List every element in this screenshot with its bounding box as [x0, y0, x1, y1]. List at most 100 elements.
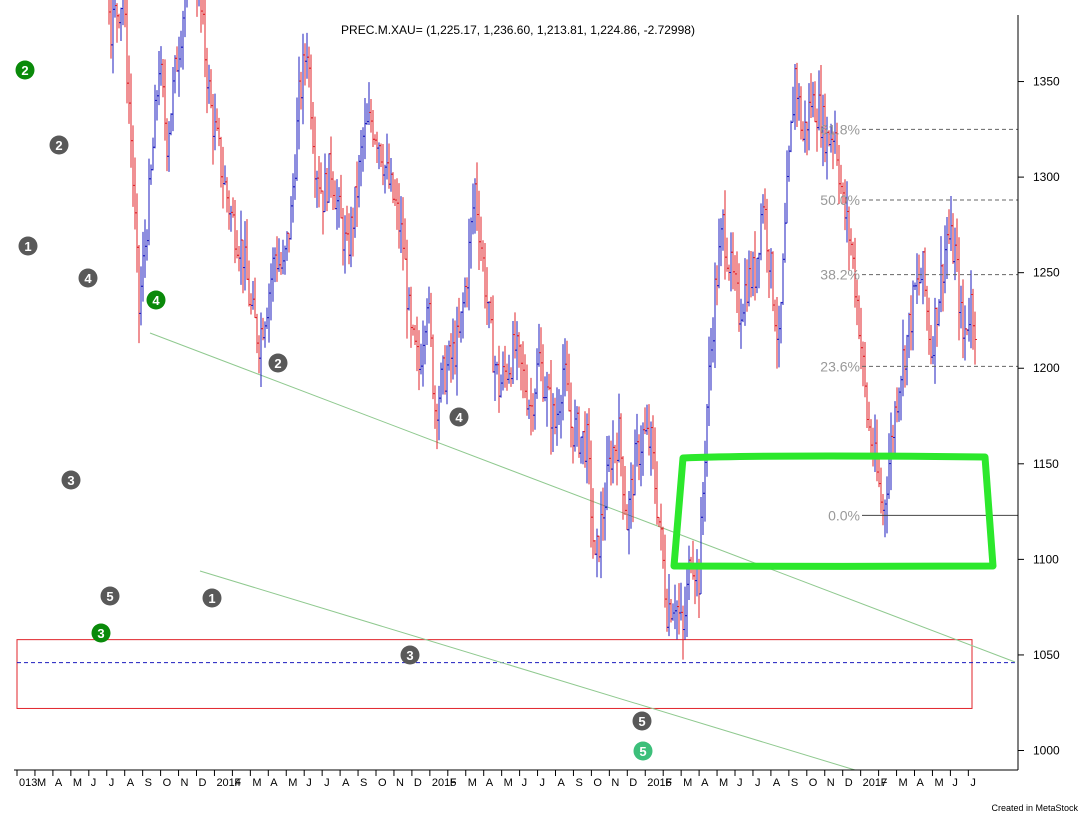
price-tick-label: 1100: [1033, 552, 1059, 566]
price-tick-label: 1300: [1033, 170, 1060, 184]
fibonacci-levels-layer: 161.8%100.0%61.8%50.0%38.2%23.6%0.0%: [820, 121, 1018, 523]
wave-label: 5: [638, 714, 645, 729]
time-tick-label: D: [629, 777, 637, 789]
time-tick-label: D: [414, 777, 422, 789]
wave-label: 4: [455, 410, 463, 425]
chart-title: PREC.M.XAU= (1,225.17, 1,236.60, 1,213.8…: [341, 23, 695, 37]
time-tick-label: S: [575, 777, 582, 789]
price-tick-label: 1200: [1033, 361, 1060, 375]
lower-channel-line: [199, 570, 856, 771]
time-tick-label: N: [827, 777, 835, 789]
time-tick-label: 2016: [647, 777, 671, 789]
time-tick-label: O: [163, 777, 172, 789]
wave-label: 4: [84, 271, 92, 286]
time-tick-label: J: [522, 777, 528, 789]
price-axis-layer: 1000105011001150120012501300135014001450…: [1017, 15, 1060, 770]
wave-label-circle: [49, 135, 69, 155]
upper-channel-line: [149, 332, 1016, 663]
time-tick-label: M: [73, 777, 82, 789]
fib-level-label: 23.6%: [820, 358, 860, 374]
fib-level-label: 38.2%: [820, 267, 860, 283]
wave-label: 5: [106, 589, 113, 604]
time-tick-label: J: [737, 777, 743, 789]
wave-label-circle: [633, 741, 653, 761]
time-tick-label: N: [611, 777, 619, 789]
time-tick-label: J: [91, 777, 97, 789]
time-tick-label: M: [899, 777, 908, 789]
time-tick-label: J: [306, 777, 312, 789]
time-tick-label: S: [791, 777, 798, 789]
price-bars-layer: [108, 0, 977, 660]
time-tick-label: S: [360, 777, 367, 789]
time-tick-label: F: [450, 777, 457, 789]
fib-level-label: 0.0%: [828, 507, 860, 523]
wave-label-circle: [202, 588, 222, 608]
zones-layer: [16, 639, 1018, 709]
footer-credit: Created in MetaStock: [991, 803, 1078, 813]
time-tick-label: 2017: [863, 777, 887, 789]
time-tick-label: A: [55, 777, 63, 789]
time-tick-label: J: [970, 777, 976, 789]
wave-label: 1: [208, 591, 215, 606]
time-tick-label: M: [252, 777, 261, 789]
time-tick-label: D: [845, 777, 853, 789]
wave-labels-layer: 2 2 1 4 3 5 3 4 1 2 3 4 5 5: [15, 60, 653, 761]
time-tick-label: O: [809, 777, 818, 789]
price-tick-label: 1350: [1033, 75, 1060, 89]
time-tick-label: A: [917, 777, 925, 789]
wave-label-circle: [78, 268, 98, 288]
price-tick-label: 1250: [1033, 266, 1060, 280]
trend-lines-layer: [149, 332, 1016, 771]
time-tick-label: M: [683, 777, 692, 789]
wave-label: 1: [24, 239, 31, 254]
time-tick-label: M: [37, 777, 46, 789]
time-tick-label: J: [540, 777, 546, 789]
wave-label: 3: [406, 648, 413, 663]
price-tick-label: 1050: [1033, 648, 1060, 662]
time-tick-label: F: [234, 777, 241, 789]
time-tick-label: A: [127, 777, 135, 789]
wave-label-circle: [268, 353, 288, 373]
wave-label-circle: [15, 60, 35, 80]
wave-label-circle: [400, 645, 420, 665]
wave-label-circle: [146, 290, 166, 310]
wave-label: 2: [274, 356, 281, 371]
time-tick-label: O: [593, 777, 602, 789]
time-tick-label: A: [342, 777, 350, 789]
time-tick-label: A: [486, 777, 494, 789]
wave-label: 4: [152, 293, 160, 308]
time-tick-label: A: [701, 777, 709, 789]
support-zone-box: [16, 639, 973, 709]
wave-label-circle: [100, 586, 120, 606]
wave-label-circle: [449, 407, 469, 427]
wave-label: 2: [55, 138, 62, 153]
time-tick-label: J: [324, 777, 330, 789]
time-tick-label: F: [665, 777, 672, 789]
fib-level-label: 50.0%: [820, 192, 860, 208]
time-tick-label: M: [504, 777, 513, 789]
time-tick-label: S: [145, 777, 152, 789]
wave-label-circle: [91, 623, 111, 643]
wave-label-circle: [18, 236, 38, 256]
time-tick-label: A: [270, 777, 278, 789]
time-tick-label: A: [558, 777, 566, 789]
time-tick-label: O: [378, 777, 387, 789]
hand-drawn-resistance-box: [670, 452, 997, 570]
wave-label-circle: [61, 470, 81, 490]
fib-level-label: 61.8%: [820, 121, 860, 137]
time-tick-label: A: [773, 777, 781, 789]
time-tick-label: J: [952, 777, 958, 789]
time-tick-label: M: [468, 777, 477, 789]
time-tick-label: M: [719, 777, 728, 789]
time-tick-label: F: [881, 777, 888, 789]
price-tick-label: 1000: [1033, 744, 1060, 758]
time-tick-label: N: [396, 777, 404, 789]
time-tick-label: 2015: [432, 777, 456, 789]
time-tick-label: N: [181, 777, 189, 789]
time-tick-label: M: [288, 777, 297, 789]
time-tick-label: 2014: [216, 777, 240, 789]
time-tick-label: 013: [19, 777, 37, 789]
time-tick-label: J: [755, 777, 761, 789]
